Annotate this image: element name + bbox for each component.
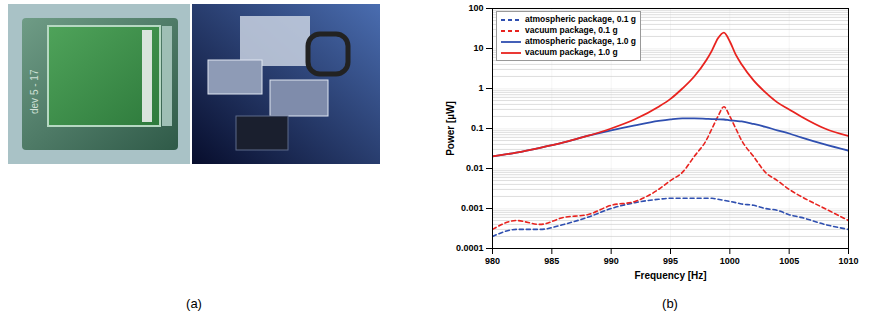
svg-text:0.001: 0.001 — [461, 203, 484, 213]
html-text:atmospheric package, 1.0 g: atmospheric package, 1.0 g — [525, 36, 636, 46]
svg-text:995: 995 — [663, 256, 678, 266]
html-text:(a): (a) — [186, 296, 202, 311]
svg-text:dev 5 - 17: dev 5 - 17 — [29, 69, 40, 114]
html-text:atmospheric package, 0.1 g: atmospheric package, 0.1 g — [525, 14, 636, 24]
svg-text:1010: 1010 — [838, 256, 858, 266]
svg-text:Power [µW]: Power [µW] — [445, 101, 456, 156]
svg-text:0.01: 0.01 — [466, 163, 484, 173]
svg-text:990: 990 — [604, 256, 619, 266]
svg-text:1005: 1005 — [779, 256, 799, 266]
svg-text:1000: 1000 — [720, 256, 740, 266]
svg-text:Frequency [Hz]: Frequency [Hz] — [634, 270, 706, 281]
html-text:(b): (b) — [662, 296, 678, 311]
svg-text:0.0001: 0.0001 — [456, 243, 484, 253]
svg-text:0.1: 0.1 — [471, 123, 484, 133]
svg-text:1: 1 — [478, 83, 483, 93]
html-text:vacuum package, 0.1 g: vacuum package, 0.1 g — [525, 25, 618, 35]
svg-text:980: 980 — [485, 256, 500, 266]
svg-text:10: 10 — [473, 43, 483, 53]
svg-text:100: 100 — [468, 3, 483, 13]
svg-text:985: 985 — [544, 256, 559, 266]
html-text:vacuum package, 1.0 g: vacuum package, 1.0 g — [525, 47, 618, 57]
